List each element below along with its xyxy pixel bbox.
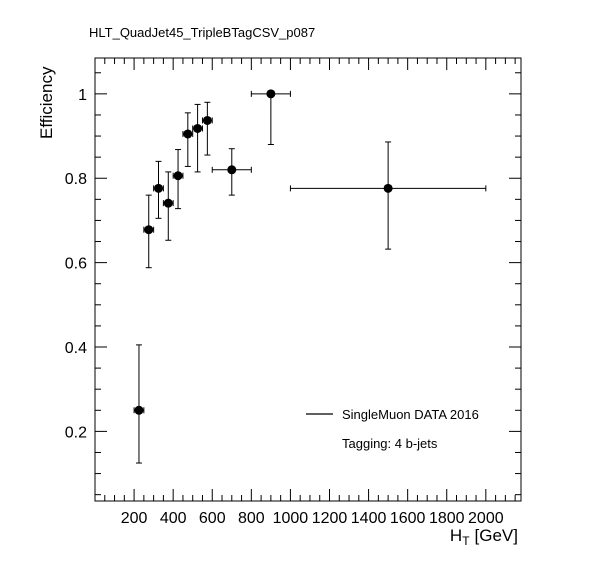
data-point [211, 148, 252, 196]
x-tick-label: 1200 [312, 510, 348, 527]
data-marker [183, 129, 193, 139]
y-tick-label: 0.6 [65, 256, 87, 273]
data-point [162, 171, 174, 241]
data-marker [154, 183, 164, 193]
x-tick-label: 400 [160, 510, 187, 527]
data-marker [227, 165, 237, 175]
chart-title: HLT_QuadJet45_TripleBTagCSV_p087 [89, 25, 315, 40]
x-tick-label: 1800 [429, 510, 465, 527]
x-axis-tick-labels: 200 400 600 800 1000 1200 1400 1600 1800 2000 [121, 510, 504, 527]
y-axis-label: Efficiency [37, 66, 56, 139]
plot-frame [94, 57, 522, 502]
data-point [250, 89, 291, 145]
x-tick-label: 1000 [273, 510, 309, 527]
x-tick-label: 1400 [351, 510, 387, 527]
y-tick-label: 0.2 [65, 424, 87, 441]
y-tick-label: 0.8 [65, 171, 87, 188]
y-tick-label: 1 [78, 87, 87, 104]
data-point [201, 101, 213, 156]
x-tick-label: 800 [238, 510, 265, 527]
y-axis-ticks [95, 72, 521, 496]
x-axis-ticks [104, 58, 516, 501]
x-tick-label: 2000 [468, 510, 504, 527]
data-point [289, 141, 487, 250]
x-axis-label: HT [GeV] [450, 526, 518, 548]
data-marker [383, 183, 393, 193]
x-axis-label-subscript: T [462, 534, 470, 548]
data-point [143, 194, 155, 269]
data-marker [173, 171, 183, 181]
data-marker [134, 405, 144, 415]
x-tick-label: 200 [121, 510, 148, 527]
data-marker [144, 225, 154, 235]
legend-entry-label: SingleMuon DATA 2016 [342, 407, 479, 422]
x-tick-label: 600 [199, 510, 226, 527]
x-axis-label-main: H [450, 526, 462, 545]
y-axis-tick-labels: 0.2 0.4 0.6 0.8 1 [65, 87, 87, 442]
data-point [133, 344, 145, 464]
y-tick-label: 0.4 [65, 340, 87, 357]
x-axis-label-unit: [GeV] [475, 526, 518, 545]
data-points [133, 89, 487, 464]
data-marker [193, 123, 203, 133]
data-point [182, 112, 194, 167]
data-point [192, 103, 203, 173]
data-marker [266, 89, 276, 99]
data-point [172, 149, 184, 210]
x-tick-label: 1600 [390, 510, 426, 527]
annotation-tagging: Tagging: 4 b-jets [342, 436, 438, 451]
data-marker [202, 115, 212, 125]
data-marker [163, 198, 173, 208]
data-point [153, 160, 164, 219]
